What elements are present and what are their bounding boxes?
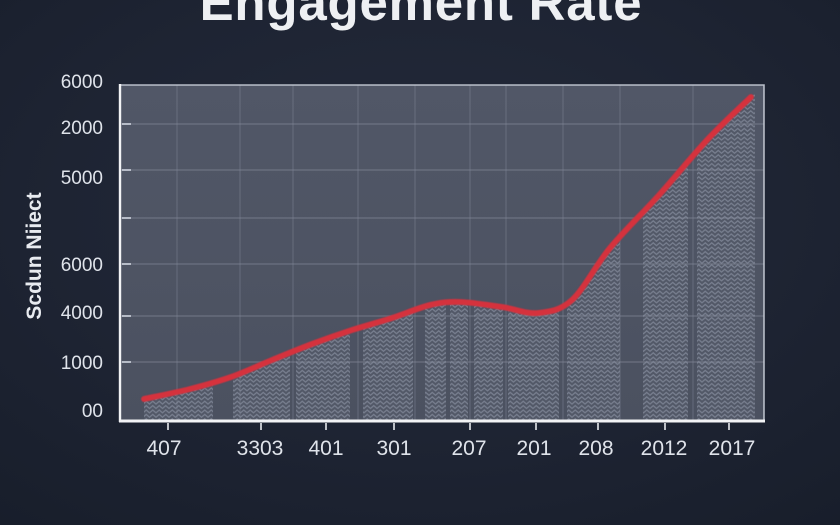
svg-text:3303: 3303 <box>237 437 284 460</box>
svg-text:6000: 6000 <box>61 255 103 276</box>
svg-text:4000: 4000 <box>61 303 103 324</box>
svg-text:207: 207 <box>451 437 486 460</box>
svg-text:2000: 2000 <box>61 118 103 139</box>
svg-text:5000: 5000 <box>61 168 103 189</box>
svg-text:6000: 6000 <box>61 72 103 93</box>
svg-text:201: 201 <box>516 437 551 460</box>
svg-text:00: 00 <box>82 401 103 422</box>
svg-text:301: 301 <box>376 437 411 460</box>
svg-text:407: 407 <box>146 437 181 460</box>
svg-text:401: 401 <box>308 437 343 460</box>
svg-text:Engagement Rate: Engagement Rate <box>200 0 643 31</box>
svg-text:208: 208 <box>578 437 613 460</box>
svg-text:2012: 2012 <box>641 437 688 460</box>
svg-text:1000: 1000 <box>61 353 103 374</box>
svg-text:Scdun Niiect: Scdun Niiect <box>23 192 46 319</box>
svg-text:2017: 2017 <box>709 437 756 460</box>
